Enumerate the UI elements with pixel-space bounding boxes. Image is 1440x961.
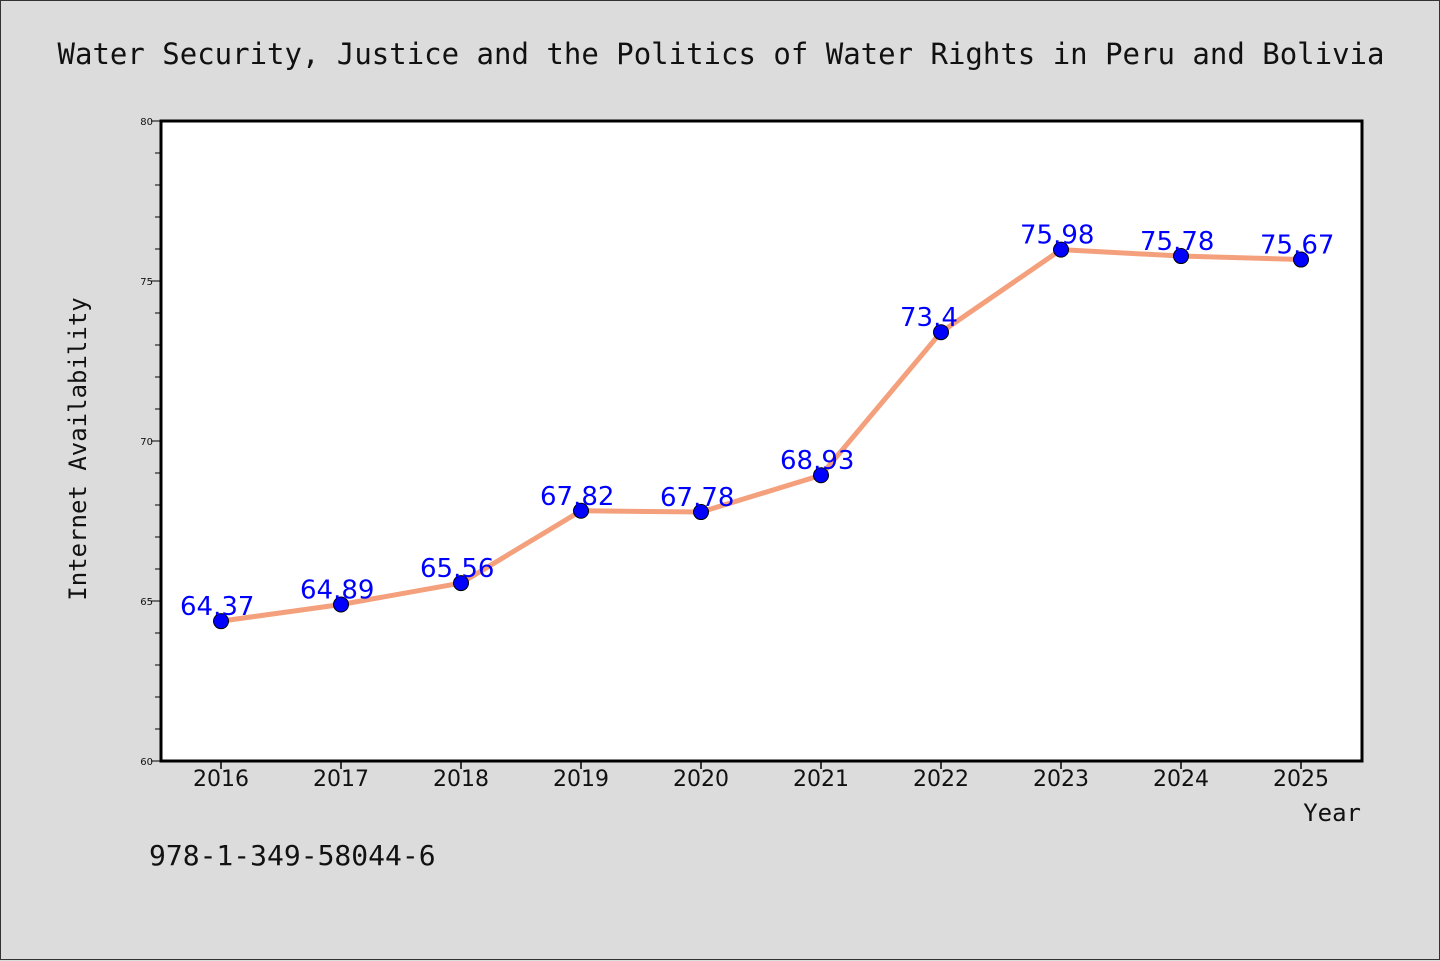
data-point: [1173, 248, 1189, 265]
data-label: 75.98: [1020, 221, 1094, 251]
data-point: [1293, 251, 1309, 268]
data-point: [453, 575, 469, 592]
data-label: 75.67: [1260, 231, 1334, 261]
x-tick-label: 2020: [673, 767, 729, 792]
x-tick-label: 2021: [793, 767, 849, 792]
data-point: [213, 613, 229, 630]
x-tick-label: 2022: [913, 767, 969, 792]
data-point: [813, 467, 829, 484]
y-tick-label: 60: [140, 757, 153, 768]
x-tick-label: 2017: [313, 767, 369, 792]
data-point: [333, 596, 349, 613]
series-line: [220, 247, 1302, 624]
x-tick-label: 2018: [433, 767, 489, 792]
x-tick-label: 2023: [1033, 767, 1089, 792]
data-label: 68.93: [780, 446, 854, 476]
y-tick-label: 70: [140, 437, 153, 448]
y-axis-label: Internet Availability: [64, 297, 92, 600]
x-tick-label: 2025: [1273, 767, 1329, 792]
y-tick-label: 65: [140, 597, 153, 608]
x-tick-label: 2024: [1153, 767, 1209, 792]
data-point: [573, 502, 589, 519]
data-label: 73.4: [900, 303, 958, 333]
y-axis: 60 65 70 75 80: [140, 117, 161, 768]
x-axis-label: Year: [1303, 799, 1361, 827]
data-label: 67.78: [660, 483, 734, 513]
plot-area: [159, 119, 1364, 763]
y-tick-label: 75: [140, 277, 153, 288]
data-label: 64.89: [300, 576, 374, 606]
x-axis: 2016 2017 2018 2019 2020 2021 2022 2023 2024 2025: [193, 761, 1329, 792]
y-tick-label: 80: [140, 117, 153, 128]
x-tick-label: 2016: [193, 767, 249, 792]
data-labels: 64.37 64.89 65.56 67.82 67.78 68.93 73.4 75.98 7…: [180, 221, 1334, 623]
series-markers: [213, 241, 1309, 630]
data-point: [1053, 241, 1069, 258]
data-point: [933, 324, 949, 341]
data-label: 65.56: [420, 554, 494, 584]
data-label: 64.37: [180, 592, 254, 622]
data-point: [693, 504, 709, 521]
data-label: 75.78: [1140, 227, 1214, 257]
chart-title: Water Security, Justice and the Politics…: [58, 37, 1385, 71]
data-label: 67.82: [540, 482, 614, 512]
x-tick-label: 2019: [553, 767, 609, 792]
isbn-text: 978-1-349-58044-6: [149, 839, 436, 872]
